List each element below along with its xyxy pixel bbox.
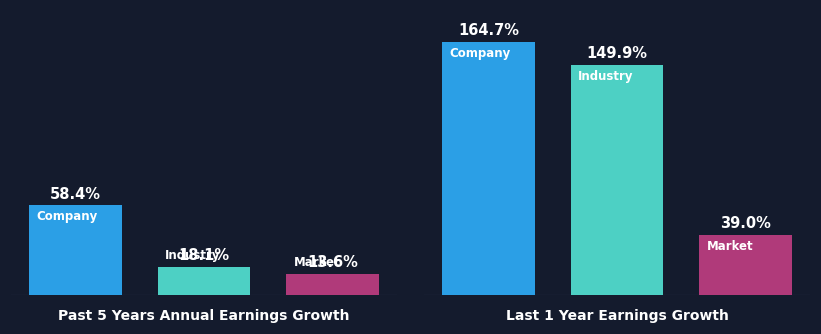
Text: 18.1%: 18.1% [178,248,229,264]
Text: Market: Market [707,240,754,253]
X-axis label: Last 1 Year Earnings Growth: Last 1 Year Earnings Growth [506,309,728,323]
Text: 149.9%: 149.9% [587,46,648,61]
Bar [286,274,378,295]
Text: 39.0%: 39.0% [720,216,771,231]
Bar [571,65,663,295]
Bar [29,205,122,295]
Bar [443,42,535,295]
Text: 164.7%: 164.7% [458,23,519,38]
Bar [158,267,250,295]
Bar [699,235,792,295]
Text: Industry: Industry [578,70,634,83]
Text: 58.4%: 58.4% [50,187,101,202]
Text: 13.6%: 13.6% [307,255,358,270]
Text: Market: Market [293,256,340,269]
Text: Industry: Industry [165,249,221,262]
Text: Company: Company [36,210,98,223]
X-axis label: Past 5 Years Annual Earnings Growth: Past 5 Years Annual Earnings Growth [58,309,350,323]
Text: Company: Company [450,47,511,60]
